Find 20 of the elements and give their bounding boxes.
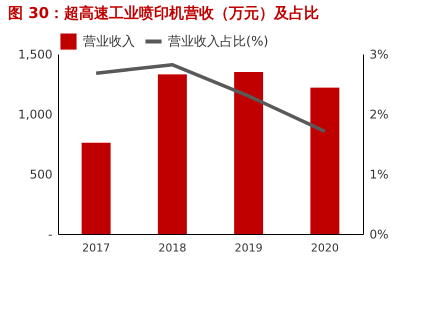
y-tick-label: - (48, 228, 52, 242)
x-tick-label: 2017 (82, 242, 110, 254)
y2-tick-label: 3% (370, 48, 389, 62)
line-series (94, 63, 327, 134)
chart-title: 图 30：超高速工业喷印机营收（万元）及占比 (8, 4, 320, 22)
y-tick-label: 500 (30, 168, 52, 182)
x-tick-label: 2018 (158, 242, 186, 254)
y2-tick-label: 1% (370, 168, 389, 182)
x-tick-label: 2020 (310, 242, 339, 254)
bar (158, 74, 187, 234)
bar (234, 72, 264, 234)
legend-label: 营业收入 (83, 34, 135, 50)
y-tick-label: 1,000 (18, 108, 52, 122)
bar (310, 88, 340, 234)
y2-tick-label: 0% (370, 228, 389, 242)
y-tick-label: 1,500 (18, 48, 52, 62)
x-tick-label: 2019 (234, 242, 263, 254)
y2-tick-label: 2% (370, 108, 389, 122)
bar (82, 142, 111, 234)
legend-label: 营业收入占比(%) (168, 34, 268, 50)
